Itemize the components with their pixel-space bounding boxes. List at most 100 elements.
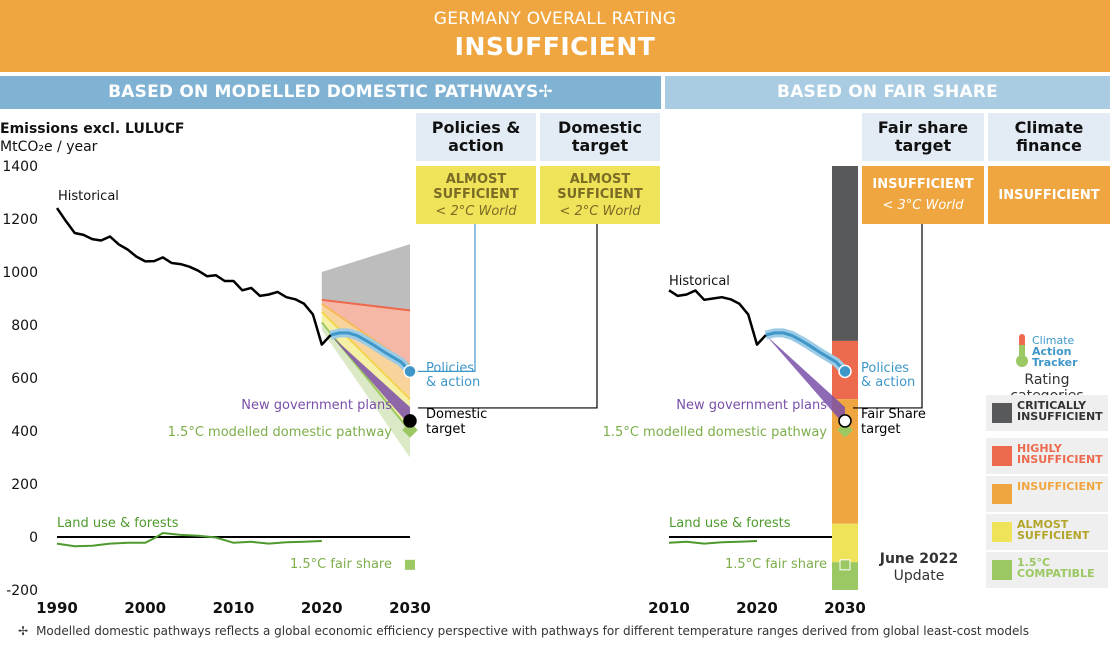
legend-item: ALMOST SUFFICIENT [986, 514, 1108, 550]
highly-insufficient-edge [321, 298, 411, 312]
fair-share-target-temp: < 3°C World [882, 198, 964, 213]
policies-action-rating: ALMOST SUFFICIENT < 2°C World [416, 166, 536, 224]
fair-share-band: BASED ON FAIR SHARE [665, 76, 1110, 109]
legend-swatch [992, 484, 1012, 504]
logo-line-1: Climate [1032, 334, 1075, 347]
y-tick-label: 1400 [2, 159, 38, 175]
fair-share-target-header: Fair share target [862, 113, 984, 161]
y-tick-label: 0 [29, 530, 38, 546]
thermometer-icon [1016, 334, 1028, 367]
update-label: Update [893, 568, 945, 584]
fair-share-target-rating: INSUFFICIENT < 3°C World [862, 166, 984, 224]
fair-share-plot: 2010 2020 2030 Historical Land use & forests… [603, 166, 926, 617]
policies-line [330, 331, 412, 373]
y-tick-label: -200 [6, 583, 38, 599]
fair-share-label: 1.5°C fair share [725, 557, 827, 572]
climate-finance-rating: INSUFFICIENT [988, 166, 1110, 224]
domestic-target-temp: < 2°C World [559, 203, 641, 219]
legend-label: HIGHLY INSUFFICIENT [1017, 442, 1103, 466]
legend-swatch [992, 522, 1012, 542]
fair-share-target-rating-label: INSUFFICIENT [872, 177, 974, 192]
fair-share-marker [839, 559, 851, 571]
legend-swatch [992, 560, 1012, 580]
target-label: Domestic [426, 407, 487, 422]
new-plans-range [765, 335, 845, 426]
target-marker [838, 414, 852, 428]
modelled-pathways-title: BASED ON MODELLED DOMESTIC PATHWAYS [108, 82, 539, 102]
modelled-pathways-plot: -200 0 200 400 600 800 1000 1200 1400 1990 2000 201… [2, 159, 487, 617]
new-plans-label: New government plans [676, 398, 827, 413]
y-tick-label: 800 [11, 318, 38, 334]
footnote-text: Modelled domestic pathways reflects a gl… [36, 624, 1029, 638]
footnote: ✢ Modelled domestic pathways reflects a g… [18, 624, 1029, 638]
y-axis-label: MtCO₂e / year [0, 139, 98, 155]
target-label-2: target [426, 422, 466, 437]
target-label-2: target [861, 422, 901, 437]
pathway-band [321, 322, 410, 458]
historical-line [55, 207, 332, 346]
y-tick-label: 200 [11, 477, 38, 493]
historical-line [668, 289, 767, 346]
new-plans-range [330, 335, 410, 426]
policies-line [765, 331, 847, 373]
policies-label: Policies [426, 361, 474, 376]
historical-label: Historical [58, 189, 119, 204]
new-plans-label: New government plans [241, 398, 392, 413]
cat-logo-text: Climate Action Tracker [1032, 335, 1078, 368]
policies-action-temp: < 2°C World [435, 203, 517, 219]
domestic-target-rating-label: ALMOST SUFFICIENT [557, 171, 643, 202]
legend-item: INSUFFICIENT [986, 476, 1108, 512]
legend-item: CRITICALLY INSUFFICIENT [986, 395, 1108, 431]
policies-action-header: Policies & action [416, 113, 536, 161]
y-tick-label: 400 [11, 424, 38, 440]
pathway-band [321, 244, 410, 311]
legend-label: CRITICALLY INSUFFICIENT [1017, 399, 1103, 423]
policies-label: Policies [861, 361, 909, 376]
x-tick-label: 2030 [389, 599, 431, 617]
x-tick-label: 2000 [124, 599, 166, 617]
y-tick-label: 600 [11, 371, 38, 387]
policies-label-2: & action [426, 375, 480, 390]
legend-item: HIGHLY INSUFFICIENT [986, 438, 1108, 474]
logo-line-3: Tracker [1032, 356, 1078, 369]
y-tick-label: 1000 [2, 265, 38, 281]
logo-line-2: Action [1032, 345, 1072, 358]
pathway-label: 1.5°C modelled domestic pathway [168, 425, 393, 440]
overall-rating-header: GERMANY OVERALL RATING INSUFFICIENT [0, 0, 1110, 72]
x-tick-label: 2020 [736, 599, 778, 617]
lulucf-label: Land use & forests [57, 516, 179, 531]
x-tick-label: 2010 [648, 599, 690, 617]
policies-marker [403, 364, 417, 379]
lulucf-label: Land use & forests [669, 516, 791, 531]
x-tick-label: 2010 [213, 599, 255, 617]
climate-finance-rating-label: INSUFFICIENT [998, 187, 1100, 203]
update-date: June 2022 [879, 551, 959, 567]
domestic-target-rating: ALMOST SUFFICIENT < 2°C World [540, 166, 660, 224]
almost-sufficient-edge [321, 311, 411, 400]
rating-bar-segment [832, 166, 858, 341]
x-tick-label: 1990 [36, 599, 78, 617]
legend-swatch [992, 446, 1012, 466]
legend-label: 1.5°C COMPATIBLE [1017, 556, 1095, 580]
domestic-connector [418, 224, 598, 409]
fair-share-connector [853, 224, 923, 409]
overall-rating-value: INSUFFICIENT [454, 32, 656, 61]
pathway-label: 1.5°C modelled domestic pathway [603, 425, 828, 440]
target-label: Fair Share [861, 407, 926, 422]
policies-connector [418, 224, 476, 372]
y-tick-label: 1200 [2, 212, 38, 228]
policies-label-2: & action [861, 375, 915, 390]
legend-item: 1.5°C COMPATIBLE [986, 552, 1108, 588]
legend-label: INSUFFICIENT [1017, 480, 1103, 493]
rating-bar-segment [832, 523, 858, 563]
climate-finance-header: Climate finance [988, 113, 1110, 161]
chart-title: Emissions excl. LULUCF [0, 121, 184, 137]
fair-share-marker [405, 559, 415, 570]
footnote-mark: ✢ [18, 624, 29, 638]
x-tick-label: 2030 [824, 599, 866, 617]
fair-share-label: 1.5°C fair share [290, 557, 392, 572]
pathway-band [321, 303, 410, 400]
footnote-mark-icon: ✢ [538, 82, 553, 102]
lulucf-line [668, 540, 758, 545]
